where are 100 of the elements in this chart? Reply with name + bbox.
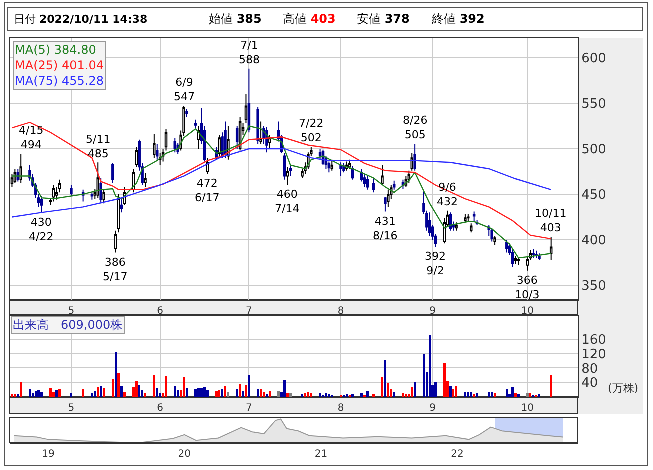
candlestick — [70, 184, 73, 197]
candlestick — [40, 196, 44, 214]
candlestick — [52, 184, 56, 202]
bar — [165, 376, 167, 397]
bar — [11, 394, 13, 397]
candlestick — [455, 222, 458, 232]
x-tick-label: 8 — [338, 403, 344, 414]
bar — [144, 393, 146, 397]
x-tick-label: 7 — [246, 403, 252, 414]
x-tick-label: 9 — [430, 403, 436, 414]
bar — [174, 386, 176, 397]
candlestick — [340, 162, 342, 177]
bar — [301, 394, 303, 397]
x-tick-label: 20 — [178, 449, 192, 460]
x-tick-label: 7 — [246, 306, 252, 317]
annotation: 8/26 505 — [403, 114, 428, 142]
bar — [464, 392, 466, 397]
bar — [257, 389, 259, 397]
x-tick-label: 10 — [521, 306, 534, 317]
bar — [32, 393, 34, 397]
bar — [123, 392, 126, 397]
bar — [215, 391, 218, 397]
candlestick — [100, 178, 102, 204]
candlestick — [449, 212, 452, 232]
bar — [538, 394, 540, 397]
y-axis-title: (万株) — [608, 382, 639, 395]
x-tick-label: 8 — [338, 306, 344, 317]
bar — [452, 389, 454, 397]
candlestick — [218, 134, 221, 159]
candlestick — [20, 154, 22, 184]
bar — [49, 388, 52, 397]
annotation: 392 9/2 — [425, 250, 446, 278]
bar — [242, 391, 244, 397]
bar — [319, 393, 321, 397]
y-tick-label: 160 — [582, 332, 606, 348]
y-tick-label: 450 — [582, 188, 606, 204]
bar — [429, 335, 431, 397]
candlestick — [289, 164, 292, 177]
candlestick — [90, 192, 94, 200]
annotation: 366 10/3 — [515, 274, 540, 302]
candlestick — [248, 68, 251, 134]
candlestick — [517, 256, 520, 266]
bar — [266, 394, 268, 397]
bar — [470, 392, 472, 397]
bar — [286, 393, 289, 397]
candlestick — [256, 106, 260, 145]
bar — [494, 393, 496, 397]
candlestick — [283, 153, 286, 180]
bar — [58, 389, 61, 397]
bar — [94, 391, 96, 397]
candlestick — [514, 256, 518, 266]
bar — [103, 388, 105, 397]
chart-title: 出来高 609,000株 — [13, 318, 123, 332]
y-tick-label: 350 — [582, 278, 606, 294]
bar — [526, 393, 529, 397]
candlestick — [102, 188, 106, 204]
candlestick — [112, 163, 114, 184]
bar — [153, 375, 155, 397]
bar — [227, 392, 229, 397]
candlestick — [268, 134, 272, 150]
annotation: 472 6/17 — [195, 177, 220, 204]
y-tick-label: 40 — [582, 376, 598, 392]
candlestick — [260, 121, 262, 145]
bar — [455, 386, 457, 397]
bar — [224, 386, 226, 397]
x-tick-label: 5 — [68, 403, 75, 414]
annotation: 5/11 485 — [86, 133, 111, 160]
bar — [55, 390, 58, 397]
bar — [351, 394, 354, 397]
bar — [411, 387, 413, 397]
bar — [360, 393, 363, 397]
text: 始値 385 — [209, 12, 262, 26]
candlestick — [490, 228, 494, 242]
bar — [550, 375, 552, 397]
text: 高値 403 — [283, 12, 336, 26]
text: MA(25) 401.04 — [15, 58, 104, 73]
y-tick-label: 550 — [582, 97, 606, 112]
y-tick-label: 500 — [582, 142, 606, 158]
bar — [20, 382, 22, 397]
candlestick — [174, 138, 177, 154]
bar — [423, 354, 425, 397]
bar — [405, 394, 407, 397]
bar — [488, 392, 490, 397]
candlestick — [387, 189, 390, 208]
candlestick — [244, 94, 248, 124]
candlestick — [96, 162, 100, 199]
bar — [218, 390, 220, 397]
candlestick — [330, 159, 334, 172]
bar — [263, 392, 265, 397]
bar — [14, 394, 16, 397]
bar — [372, 394, 375, 397]
bar — [206, 390, 209, 397]
bar — [449, 386, 452, 397]
bar — [221, 389, 223, 397]
candlestick — [470, 223, 473, 234]
bar — [434, 382, 437, 397]
bar — [283, 380, 286, 397]
bar — [177, 390, 179, 397]
bar — [491, 392, 493, 397]
bar — [260, 389, 262, 397]
